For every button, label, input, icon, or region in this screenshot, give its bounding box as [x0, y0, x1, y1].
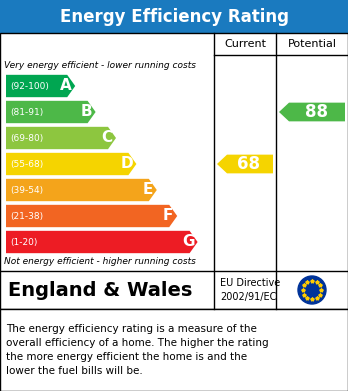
Text: (55-68): (55-68): [10, 160, 43, 169]
Polygon shape: [6, 75, 75, 97]
Polygon shape: [217, 154, 273, 173]
Text: Not energy efficient - higher running costs: Not energy efficient - higher running co…: [4, 258, 196, 267]
Text: (39-54): (39-54): [10, 185, 43, 194]
Text: 68: 68: [237, 155, 261, 173]
Text: G: G: [182, 235, 195, 249]
Text: Very energy efficient - lower running costs: Very energy efficient - lower running co…: [4, 61, 196, 70]
Text: Energy Efficiency Rating: Energy Efficiency Rating: [60, 7, 288, 25]
Text: Potential: Potential: [287, 39, 337, 49]
Polygon shape: [6, 127, 116, 149]
Text: E: E: [143, 183, 153, 197]
Text: Current: Current: [224, 39, 266, 49]
Polygon shape: [6, 153, 136, 175]
Text: (1-20): (1-20): [10, 237, 37, 246]
Text: (69-80): (69-80): [10, 133, 43, 142]
Polygon shape: [6, 231, 198, 253]
Text: D: D: [121, 156, 134, 172]
Bar: [0, 0, 348, 33]
Polygon shape: [279, 103, 345, 121]
Text: 88: 88: [304, 103, 327, 121]
Polygon shape: [6, 101, 96, 123]
Text: (81-91): (81-91): [10, 108, 43, 117]
Text: England & Wales: England & Wales: [8, 280, 192, 300]
Bar: [0, 309, 348, 391]
Text: A: A: [60, 79, 72, 93]
Text: EU Directive
2002/91/EC: EU Directive 2002/91/EC: [220, 278, 280, 301]
Text: (21-38): (21-38): [10, 212, 43, 221]
Polygon shape: [6, 205, 177, 227]
Bar: [0, 33, 348, 309]
Text: C: C: [101, 131, 112, 145]
Polygon shape: [6, 179, 157, 201]
Circle shape: [298, 276, 326, 304]
Text: (92-100): (92-100): [10, 81, 49, 90]
Text: B: B: [81, 104, 93, 120]
Text: F: F: [163, 208, 173, 224]
Text: The energy efficiency rating is a measure of the
overall efficiency of a home. T: The energy efficiency rating is a measur…: [6, 324, 269, 376]
